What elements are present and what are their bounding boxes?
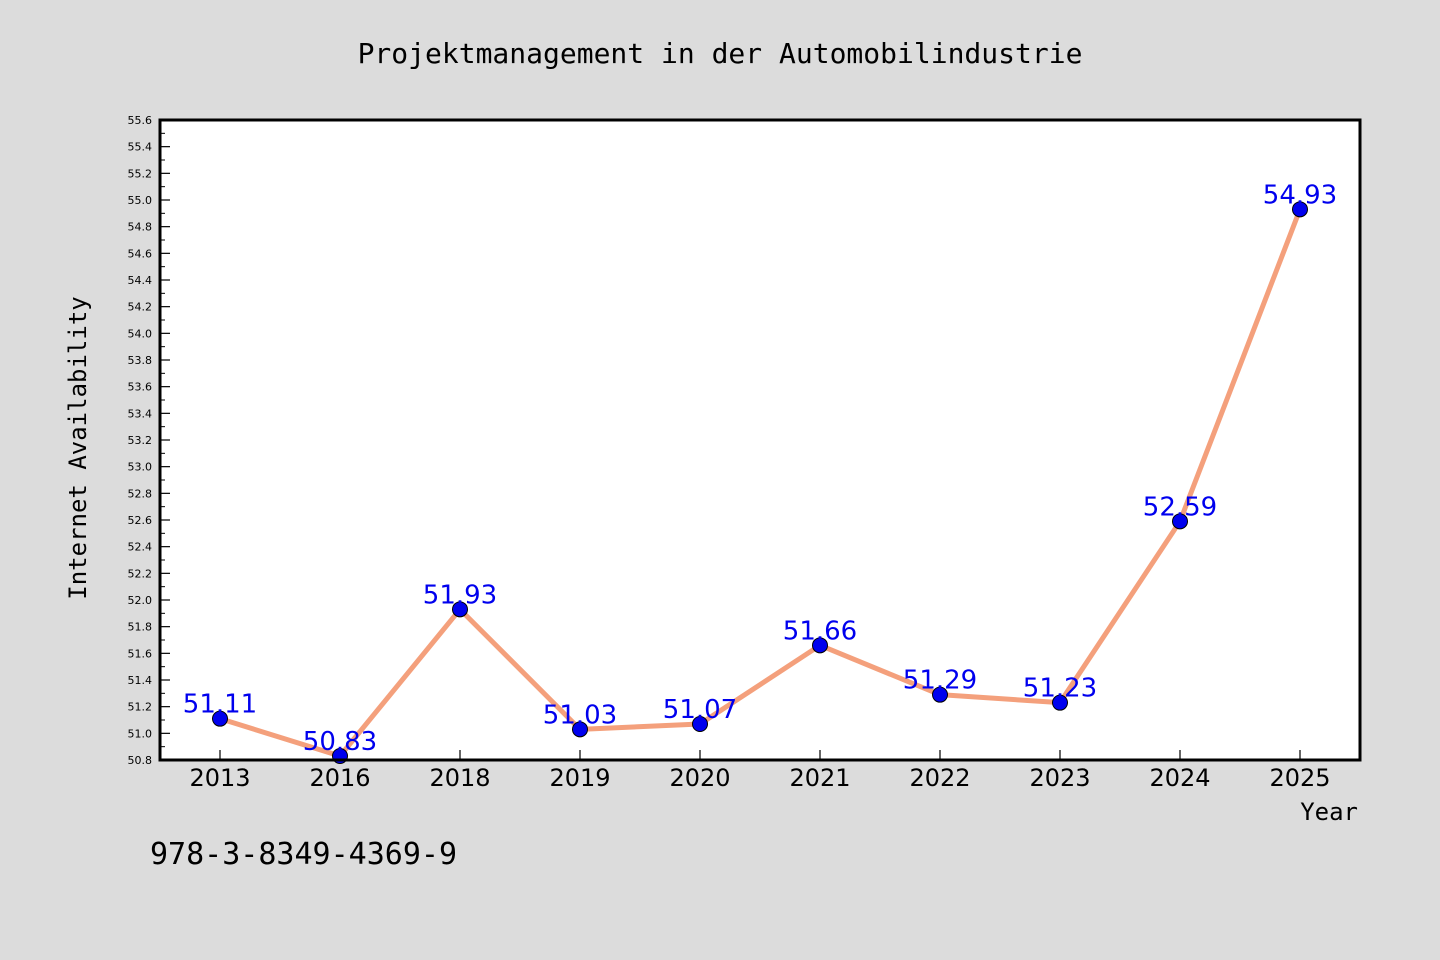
y-tick-label: 55.6: [128, 114, 153, 127]
x-tick-label: 2016: [309, 764, 370, 792]
data-label: 51.66: [783, 616, 857, 646]
data-point: [692, 716, 708, 732]
y-axis-label: Internet Availability: [64, 296, 92, 599]
y-tick-label: 50.8: [128, 754, 153, 767]
plot-frame: [158, 118, 1362, 762]
x-tick-label: 2025: [1269, 764, 1330, 792]
data-point: [1052, 694, 1068, 711]
y-tick-label: 55.2: [128, 167, 153, 180]
y-tick-label: 51.0: [128, 727, 153, 740]
y-tick-label: 53.4: [128, 407, 153, 420]
data-label: 51.23: [1023, 674, 1097, 704]
y-tick-label: 54.8: [128, 221, 153, 234]
isbn-footer: 978-3-8349-4369-9: [150, 837, 457, 872]
data-point: [1292, 201, 1308, 218]
y-tick-label: 52.4: [128, 541, 153, 554]
data-labels: 51.11 50.83 51.93 51.03 51.07 51.66 51.29 51.23…: [183, 180, 1337, 757]
x-tick-label: 2024: [1149, 764, 1210, 792]
data-label: 54.93: [1263, 180, 1337, 210]
y-axis: 50.8 51.0 51.2 51.4 51.6 51.8 52.0 52.2 52.4 52.6…: [128, 114, 170, 767]
x-tick-label: 2022: [909, 764, 970, 792]
y-tick-label: 52.2: [128, 567, 153, 580]
series-line: [217, 206, 1303, 759]
y-tick-label: 51.6: [128, 647, 153, 660]
y-tick-label: 52.8: [128, 487, 153, 500]
y-tick-label: 52.6: [128, 514, 153, 527]
chart-title: Projektmanagement in der Automobilindust…: [358, 37, 1083, 70]
y-tick-label: 53.6: [128, 381, 153, 394]
x-tick-label: 2021: [789, 764, 850, 792]
data-point: [452, 601, 468, 618]
data-label: 52.59: [1143, 492, 1217, 522]
series-markers: [212, 201, 1308, 764]
data-point: [212, 710, 228, 727]
y-tick-label: 51.4: [128, 674, 153, 687]
y-tick-label: 54.6: [128, 247, 153, 260]
x-tick-label: 2023: [1029, 764, 1090, 792]
data-label: 51.93: [423, 580, 497, 610]
x-tick-label: 2018: [429, 764, 490, 792]
data-label: 51.29: [903, 666, 977, 696]
y-tick-label: 53.0: [128, 461, 153, 474]
y-tick-label: 51.2: [128, 701, 153, 714]
y-tick-label: 53.8: [128, 354, 153, 367]
x-tick-label: 2013: [189, 764, 250, 792]
data-label: 51.11: [183, 690, 257, 720]
y-tick-label: 51.8: [128, 621, 153, 634]
y-tick-label: 52.0: [128, 594, 153, 607]
data-label: 50.83: [303, 727, 377, 757]
data-label: 51.07: [663, 695, 737, 725]
x-axis-label: Year: [1300, 798, 1358, 826]
y-tick-label: 54.0: [128, 327, 153, 340]
y-tick-label: 55.0: [128, 194, 153, 207]
data-point: [572, 721, 588, 738]
data-point: [812, 637, 828, 654]
data-point: [1172, 513, 1188, 530]
plot-area: [160, 120, 1360, 760]
x-tick-label: 2020: [669, 764, 730, 792]
data-label: 51.03: [543, 700, 617, 730]
y-tick-label: 54.2: [128, 301, 153, 314]
y-tick-label: 55.4: [128, 141, 153, 154]
data-point: [932, 686, 948, 703]
x-tick-label: 2019: [549, 764, 610, 792]
x-axis: 2013 2016 2018 2019 2020 2021 2022 2023 2024 2025: [189, 750, 1331, 792]
y-tick-label: 54.4: [128, 274, 153, 287]
y-tick-label: 53.2: [128, 434, 153, 447]
